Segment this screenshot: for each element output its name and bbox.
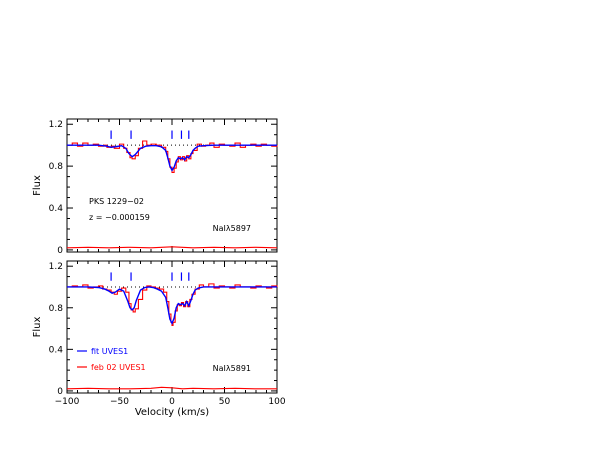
y-axis-label: Flux bbox=[32, 317, 43, 338]
x-tick-label: −100 bbox=[55, 397, 80, 407]
x-tick-label: 0 bbox=[169, 397, 175, 407]
object-name-label: PKS 1229−02 bbox=[89, 197, 144, 206]
data-line bbox=[67, 283, 278, 326]
y-axis-label: Flux bbox=[32, 175, 43, 196]
y-tick-label: 0.8 bbox=[49, 304, 64, 314]
fit-line bbox=[67, 144, 277, 172]
y-tick-label: 1.2 bbox=[49, 262, 63, 272]
residual-line bbox=[66, 246, 278, 249]
fit-line bbox=[67, 286, 277, 326]
residual-line bbox=[66, 386, 277, 390]
legend-label: fit UVES1 bbox=[91, 347, 128, 356]
plot-frame-bottom bbox=[66, 260, 278, 394]
legend-label: feb 02 UVES1 bbox=[91, 363, 146, 372]
x-axis-label: Velocity (km/s) bbox=[135, 407, 209, 418]
y-tick-label: 0.8 bbox=[49, 162, 64, 172]
x-tick-label: 100 bbox=[268, 397, 285, 407]
y-tick-label: 0.4 bbox=[49, 204, 64, 214]
y-tick-label: 0.4 bbox=[49, 345, 64, 355]
x-tick-label: −50 bbox=[110, 397, 129, 407]
x-tick-label: 50 bbox=[219, 397, 231, 407]
line-label: NaIλ5897 bbox=[213, 224, 251, 233]
y-tick-label: 1.2 bbox=[49, 120, 63, 130]
y-tick-label: 0 bbox=[57, 387, 63, 397]
y-tick-label: 0 bbox=[57, 246, 63, 256]
line-label: NaIλ5891 bbox=[213, 364, 251, 373]
redshift-label: z = −0.000159 bbox=[89, 213, 150, 222]
